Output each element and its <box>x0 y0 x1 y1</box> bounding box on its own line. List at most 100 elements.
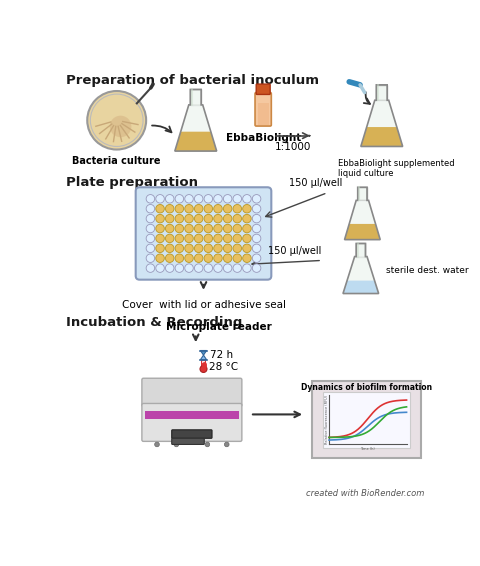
Circle shape <box>232 204 241 213</box>
Circle shape <box>223 264 231 272</box>
Circle shape <box>146 234 155 243</box>
Text: Dynamics of biofilm formation: Dynamics of biofilm formation <box>300 383 431 392</box>
Polygon shape <box>357 187 366 200</box>
Circle shape <box>232 234 241 243</box>
Text: 150 µl/well: 150 µl/well <box>288 178 342 188</box>
Circle shape <box>175 234 183 243</box>
Circle shape <box>252 254 260 263</box>
Circle shape <box>194 224 203 233</box>
Text: Cover  with lid or adhesive seal: Cover with lid or adhesive seal <box>121 301 285 311</box>
FancyBboxPatch shape <box>135 187 271 280</box>
Circle shape <box>175 204 183 213</box>
FancyBboxPatch shape <box>144 411 238 419</box>
Circle shape <box>184 244 193 252</box>
Circle shape <box>165 224 174 233</box>
Polygon shape <box>200 350 206 355</box>
Circle shape <box>204 234 212 243</box>
Circle shape <box>213 215 222 223</box>
Circle shape <box>252 215 260 223</box>
Circle shape <box>165 264 174 272</box>
Polygon shape <box>360 100 402 147</box>
Circle shape <box>165 254 174 263</box>
Polygon shape <box>355 243 365 256</box>
Circle shape <box>223 254 231 263</box>
Circle shape <box>194 264 203 272</box>
Polygon shape <box>200 355 206 360</box>
FancyBboxPatch shape <box>322 392 409 448</box>
Circle shape <box>213 264 222 272</box>
Circle shape <box>175 195 183 203</box>
Circle shape <box>204 215 212 223</box>
Circle shape <box>223 244 231 252</box>
FancyBboxPatch shape <box>257 103 268 125</box>
Circle shape <box>146 254 155 263</box>
Circle shape <box>155 442 159 447</box>
Text: Preparation of bacterial inoculum: Preparation of bacterial inoculum <box>66 74 319 87</box>
FancyBboxPatch shape <box>142 378 241 406</box>
Text: Incubation & Recording: Incubation & Recording <box>66 316 242 329</box>
Circle shape <box>223 195 231 203</box>
FancyBboxPatch shape <box>171 430 212 438</box>
Circle shape <box>175 244 183 252</box>
Circle shape <box>232 224 241 233</box>
Circle shape <box>165 234 174 243</box>
Polygon shape <box>375 85 386 100</box>
Circle shape <box>213 195 222 203</box>
Circle shape <box>213 224 222 233</box>
FancyBboxPatch shape <box>171 438 204 444</box>
Circle shape <box>224 442 228 447</box>
Circle shape <box>223 234 231 243</box>
Circle shape <box>175 254 183 263</box>
Circle shape <box>242 254 251 263</box>
Circle shape <box>146 195 155 203</box>
Circle shape <box>184 195 193 203</box>
Circle shape <box>165 244 174 252</box>
Circle shape <box>242 244 251 252</box>
Circle shape <box>223 204 231 213</box>
Circle shape <box>194 234 203 243</box>
Circle shape <box>242 215 251 223</box>
Circle shape <box>184 204 193 213</box>
Circle shape <box>242 195 251 203</box>
Circle shape <box>156 204 164 213</box>
Circle shape <box>213 244 222 252</box>
Circle shape <box>242 204 251 213</box>
FancyBboxPatch shape <box>256 84 270 95</box>
Circle shape <box>204 244 212 252</box>
Polygon shape <box>360 127 402 147</box>
Circle shape <box>252 244 260 252</box>
Circle shape <box>87 91 146 149</box>
Circle shape <box>146 244 155 252</box>
Circle shape <box>156 234 164 243</box>
Circle shape <box>156 224 164 233</box>
Polygon shape <box>342 281 378 294</box>
Polygon shape <box>342 256 378 294</box>
Text: created with BioRender.com: created with BioRender.com <box>305 488 423 498</box>
Circle shape <box>223 215 231 223</box>
Circle shape <box>156 264 164 272</box>
Circle shape <box>204 195 212 203</box>
Circle shape <box>252 264 260 272</box>
Circle shape <box>109 115 131 137</box>
Circle shape <box>242 264 251 272</box>
Circle shape <box>232 254 241 263</box>
Circle shape <box>200 366 206 372</box>
Circle shape <box>232 264 241 272</box>
Text: sterile dest. water: sterile dest. water <box>385 266 467 275</box>
Circle shape <box>252 195 260 203</box>
Circle shape <box>194 195 203 203</box>
Circle shape <box>165 215 174 223</box>
Circle shape <box>175 215 183 223</box>
Circle shape <box>156 195 164 203</box>
Circle shape <box>252 224 260 233</box>
Text: Plate preparation: Plate preparation <box>66 175 198 188</box>
Circle shape <box>204 204 212 213</box>
Text: 28 °C: 28 °C <box>208 362 238 372</box>
Circle shape <box>232 244 241 252</box>
Circle shape <box>146 215 155 223</box>
Circle shape <box>146 264 155 272</box>
Circle shape <box>204 264 212 272</box>
Circle shape <box>184 234 193 243</box>
Circle shape <box>252 204 260 213</box>
Circle shape <box>146 204 155 213</box>
